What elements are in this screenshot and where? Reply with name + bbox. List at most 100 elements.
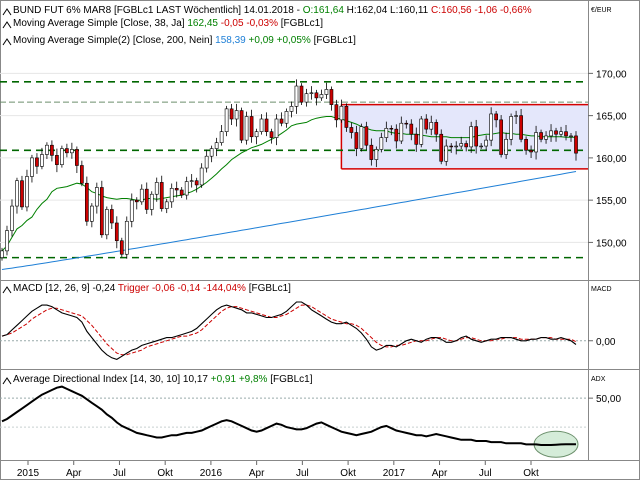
candle-body (174, 188, 179, 191)
candle-body (359, 126, 364, 149)
header-line2: Moving Average Simple [Close, 38, Ja] 16… (13, 18, 323, 29)
candle-body (15, 180, 19, 207)
candle-body (209, 148, 214, 157)
candle-body (50, 144, 54, 156)
candle-body (369, 144, 374, 160)
x-tick-label: Jul (479, 468, 492, 479)
candle-body (449, 145, 454, 148)
candle-body (254, 131, 259, 138)
x-tick-label: 2015 (17, 468, 40, 479)
macd-tick-label: 0,00 (596, 337, 616, 348)
candle-body (514, 115, 518, 117)
candle-body (10, 205, 14, 231)
candle-body (544, 135, 548, 140)
collapse-chevron-icon[interactable] (2, 38, 12, 46)
candle-body (30, 157, 34, 177)
adx-symbol: [FGBLc1] (270, 374, 312, 385)
candle-body (419, 118, 424, 145)
candle-body (134, 199, 139, 203)
candle-body (529, 149, 533, 153)
candle-body (569, 135, 573, 138)
candle-body (564, 131, 568, 137)
candle-body (259, 118, 264, 132)
sma38-change-pct: -0,03% (246, 18, 278, 29)
candle-body (469, 126, 474, 148)
adx-label: Average Directional Index [14, 30, 10] 1… (13, 374, 208, 385)
candle-body (40, 154, 44, 167)
sma200-change: +0,09 (249, 35, 275, 46)
candle-body (339, 106, 344, 121)
candle-body (104, 209, 109, 236)
candle-body (324, 89, 329, 95)
x-tick-label: Jul (113, 468, 126, 479)
header-line1: BUND FUT 6% MAR8 [FGBLc1 LAST Wöchentlic… (13, 5, 532, 16)
candle-body (459, 143, 464, 147)
candle-body (80, 165, 84, 184)
candle-body (35, 157, 39, 167)
candle-body (149, 193, 154, 210)
x-tick-label: Apr (432, 468, 448, 479)
x-tick-label: Apr (249, 468, 265, 479)
candle-body (494, 113, 498, 121)
collapse-chevron-icon[interactable] (2, 377, 12, 385)
x-axis: 2015 Apr Jul Okt 2016 Apr Jul Okt 2017 Apr Jul Okt (17, 461, 539, 479)
x-tick-label: 2016 (200, 468, 223, 479)
candle-body (274, 118, 279, 138)
candle-body (129, 199, 134, 222)
adx-y-ticks: 50,00 (588, 394, 621, 405)
candle-body (124, 220, 129, 255)
candle-body (304, 93, 309, 103)
collapse-chevron-icon[interactable] (2, 21, 12, 29)
candle-body (139, 188, 144, 203)
candle-body (244, 116, 249, 141)
candle-body (229, 108, 234, 120)
candle-body (444, 145, 449, 162)
sma200-change-pct: +0,05% (277, 35, 311, 46)
header-line3: Moving Average Simple(2) [Close, 200, Ne… (13, 35, 356, 46)
candle-body (85, 182, 89, 222)
candle-body (269, 131, 274, 138)
candle-body (549, 130, 553, 137)
candle-body (489, 113, 493, 141)
candle-body (289, 106, 294, 112)
candle-body (159, 182, 164, 209)
candle-body (414, 133, 419, 145)
macd-header: MACD [12, 26, 9] -0,24 Trigger -0,06 -0,… (2, 283, 612, 294)
x-tick-label: 2017 (383, 468, 406, 479)
macd-label: MACD [12, 26, 9] -0,24 (13, 283, 116, 294)
candle-body (334, 104, 339, 121)
header-low: L:160,11 (387, 5, 428, 16)
x-tick-label: Okt (340, 468, 356, 479)
candle-body (75, 149, 79, 166)
header-open: O:161,64 (303, 5, 345, 16)
candle-body (524, 138, 528, 151)
price-tick-label: 165,00 (596, 112, 627, 123)
collapse-chevron-icon[interactable] (2, 8, 12, 16)
candle-body (199, 167, 204, 186)
macd-trigger-label: Trigger -0,06 (118, 283, 175, 294)
candle-body (384, 128, 389, 138)
candle-body (504, 138, 508, 155)
macd-axis-title: MACD (591, 286, 612, 293)
candle-body (424, 118, 429, 130)
macd-line: MACD [12, 26, 9] -0,24 Trigger -0,06 -0,… (13, 283, 291, 294)
candle-body (559, 131, 563, 135)
candle-body (204, 155, 209, 169)
candle-body (214, 142, 219, 149)
adx-line: Average Directional Index [14, 30, 10] 1… (13, 374, 313, 385)
candle-body (94, 187, 99, 207)
adx-line-series (1, 385, 577, 446)
x-tick-label: Okt (523, 468, 539, 479)
price-tick-label: 170,00 (596, 69, 627, 80)
candle-body (25, 176, 29, 208)
candle-body (344, 106, 349, 128)
candle-body (109, 209, 114, 224)
candle-body (99, 187, 104, 236)
collapse-chevron-icon[interactable] (2, 286, 12, 294)
candle-body (509, 116, 513, 140)
candle-body (154, 182, 159, 195)
adx-tick-label: 50,00 (596, 394, 621, 405)
candle-body (404, 122, 409, 125)
candle-body (164, 201, 169, 209)
